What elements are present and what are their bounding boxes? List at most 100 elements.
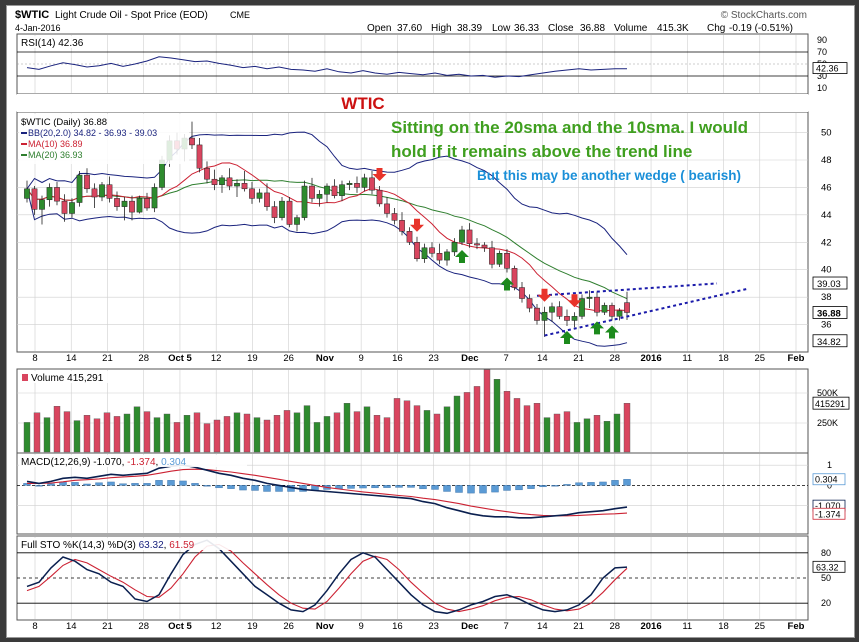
price-candle [444, 249, 450, 266]
macd-histogram-bar [83, 483, 91, 486]
price-candle [54, 181, 60, 206]
volume-bar [303, 405, 311, 453]
x-tick-label: 19 [247, 353, 258, 364]
volume-bar [433, 413, 441, 453]
price-candle [496, 250, 503, 267]
macd-y-tick: 1 [827, 460, 832, 470]
volume-bar [363, 406, 371, 453]
source-label: © StockCharts.com [721, 10, 807, 21]
price-y-tick: 46 [821, 182, 832, 193]
macd-hist-tag: 0.304 [812, 473, 846, 486]
rsi-series [17, 51, 808, 78]
macd-signal-tag-value: -1.374 [815, 509, 841, 519]
x-tick-label: 16 [392, 621, 403, 632]
volume-bar [333, 412, 341, 453]
x-tick-label: Dec [461, 621, 478, 632]
chart-date: 4-Jan-2016 [15, 23, 61, 33]
volume-last-tag: 415291 [812, 396, 850, 410]
x-tick-label: 7 [503, 621, 508, 632]
volume-series [23, 369, 631, 453]
volume-bar [113, 416, 121, 453]
macd-histogram-bar [107, 481, 115, 486]
macd-histogram-bar [371, 485, 379, 489]
price-candle [609, 302, 615, 321]
price-candle [504, 249, 510, 273]
volume-bar [503, 391, 511, 453]
x-tick-label: 9 [358, 621, 363, 632]
wedge-upper-trendline [536, 282, 718, 297]
rsi-line [26, 56, 627, 78]
price-y-tick: 50 [821, 128, 832, 139]
volume-bar [153, 417, 161, 453]
macd-histogram-bar [479, 485, 487, 494]
sto-last-tag: 63.32 [812, 560, 846, 573]
volume-bar [613, 413, 621, 453]
price-candle [556, 301, 563, 320]
price-candle [519, 282, 525, 303]
bb-legend: BB(20,2.0) 34.82 - 36.93 - 39.03 [28, 128, 157, 138]
bollinger-lower-line [26, 188, 628, 347]
price-y-tick: 48 [821, 155, 832, 166]
sto-legend: Full STO %K(14,3) %D(3) 63.32, 61.59 [21, 540, 195, 551]
macd-histogram-bar [359, 485, 367, 489]
volume-bar [423, 410, 431, 453]
macd-histogram-bar [191, 483, 199, 486]
rsi-y-tick: 30 [817, 71, 827, 81]
volume-bar [403, 400, 411, 453]
macd-histogram-bar [611, 480, 619, 486]
volume-bar [483, 369, 491, 453]
macd-histogram-bar [251, 485, 259, 491]
x-tick-label: 16 [392, 353, 403, 364]
price-candle [429, 242, 435, 258]
price-candle [406, 227, 413, 246]
ma20-legend: MA(20) 36.93 [28, 150, 83, 160]
price-candle [436, 243, 443, 265]
x-tick-label: 25 [754, 621, 765, 632]
x-tick-label: 28 [138, 353, 149, 364]
macd-histogram-bar [179, 480, 187, 486]
price-candle [301, 180, 308, 221]
volume-bar [223, 416, 231, 453]
price-candle [256, 188, 263, 203]
price-candle [196, 138, 203, 173]
x-tick-label: 11 [682, 353, 692, 364]
volume-bar [523, 405, 531, 453]
volume-legend: Volume 415,291 [31, 373, 104, 384]
macd-histogram-bar [119, 483, 127, 486]
price-candle [466, 223, 473, 248]
macd-histogram-bar [227, 485, 235, 489]
price-candle [24, 180, 30, 203]
macd-histogram-bar [419, 485, 427, 490]
buy-arrow-icon [560, 330, 574, 344]
x-tick-label: 12 [211, 621, 222, 632]
symbol-label: $WTIC [15, 9, 49, 21]
macd-histogram-bar [431, 485, 439, 490]
macd-signal-line [27, 468, 628, 517]
price-candle [481, 242, 488, 252]
ohlc-low-label: Low [492, 23, 511, 34]
price-candle [526, 294, 533, 313]
volume-bar [83, 415, 91, 453]
annotation-title: WTIC [341, 94, 384, 113]
macd-histogram-bar [503, 485, 511, 491]
x-tick-label: 26 [283, 621, 294, 632]
x-tick-label: Feb [788, 621, 805, 632]
price-candle [76, 170, 83, 207]
macd-histogram-bar [383, 485, 391, 488]
x-tick-label: 18 [718, 621, 729, 632]
macd-histogram-bar [623, 479, 631, 486]
sell-arrow-icon [372, 168, 387, 182]
price-candle [421, 243, 428, 263]
volume-bar [33, 412, 41, 453]
macd-histogram-bar [395, 485, 403, 488]
price-candle [129, 195, 135, 221]
volume-bar [263, 419, 271, 453]
volume-bar [253, 417, 261, 453]
price-candle [249, 181, 255, 204]
price-candle [189, 121, 195, 150]
macd-series [17, 464, 808, 519]
x-tick-label: 2016 [640, 621, 661, 632]
x-tick-label: 14 [537, 353, 548, 364]
price-candle [459, 225, 465, 246]
buy-arrow-icon [500, 277, 514, 291]
